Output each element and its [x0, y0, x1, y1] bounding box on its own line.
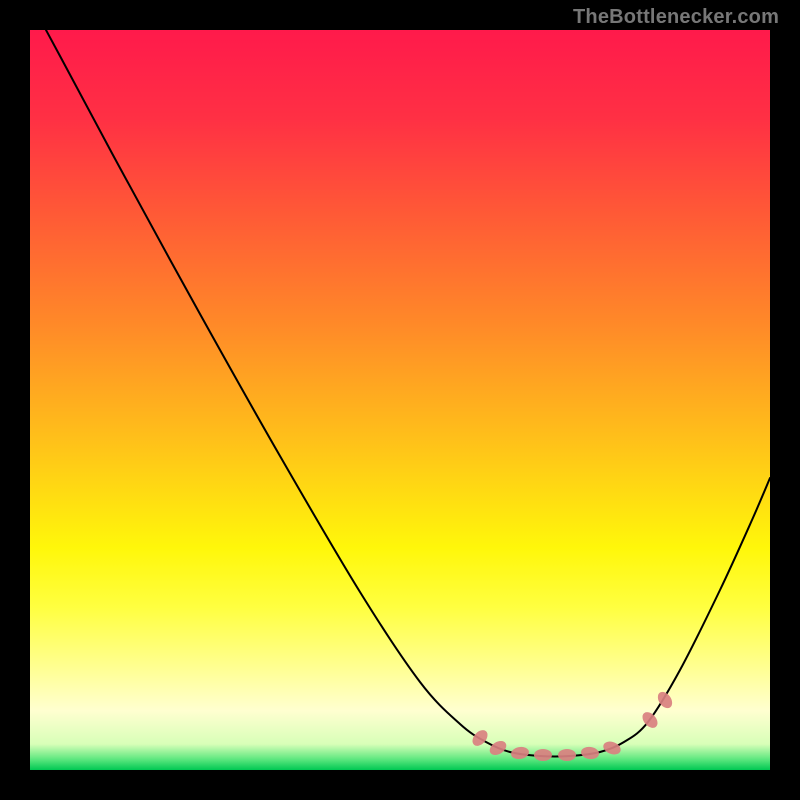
- marker-dot: [558, 749, 576, 761]
- watermark-text: TheBottlenecker.com: [573, 6, 779, 29]
- marker-dot: [534, 749, 552, 761]
- gradient-background: [30, 30, 770, 770]
